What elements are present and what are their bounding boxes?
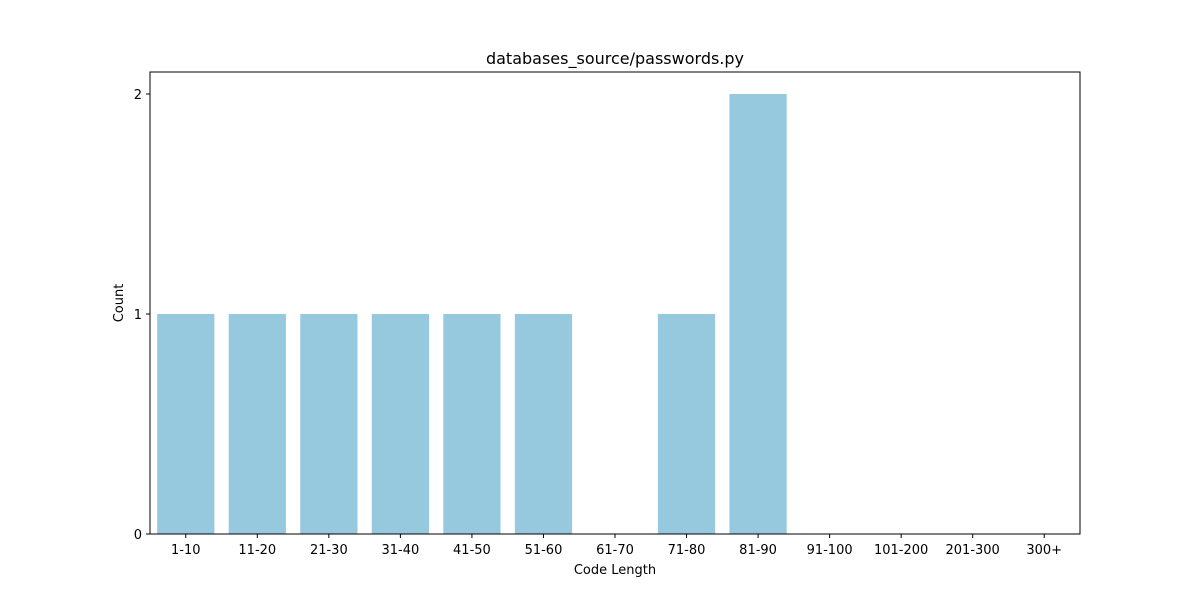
bar-11-20 [228, 314, 286, 534]
x-tick-label: 300+ [1026, 543, 1062, 558]
x-tick-label: 81-90 [739, 543, 777, 558]
x-tick-label: 21-30 [310, 543, 348, 558]
y-axis-label: Count [112, 284, 127, 323]
plot-frame [149, 71, 1081, 535]
bar-81-90 [729, 94, 787, 534]
x-tick-label: 1-10 [171, 543, 201, 558]
x-tick-label: 61-70 [596, 543, 634, 558]
bar-51-60 [514, 314, 573, 534]
x-tick-label: 201-300 [946, 543, 1000, 558]
x-tick-label: 101-200 [874, 543, 928, 558]
bar-31-40 [371, 314, 429, 534]
x-tick-label: 11-20 [238, 543, 276, 558]
x-axis: 1-10 11-20 21-30 31-40 41-50 51-60 61-70 71-80 8… [171, 534, 1062, 558]
y-tick-label: 2 [134, 88, 142, 103]
bar-21-30 [300, 314, 358, 534]
x-tick-label: 51-60 [525, 543, 563, 558]
chart-title: databases_source/passwords.py [486, 49, 744, 69]
bar-1-10 [157, 314, 215, 534]
bars-layer [157, 94, 787, 534]
x-tick-label: 41-50 [453, 543, 491, 558]
y-tick-label: 0 [134, 528, 142, 543]
x-tick-label: 31-40 [381, 543, 419, 558]
y-axis: 0 1 2 [134, 88, 150, 543]
bar-71-80 [657, 314, 716, 534]
x-axis-label: Code Length [574, 563, 656, 578]
bar-41-50 [443, 314, 501, 534]
y-tick-label: 1 [134, 308, 142, 323]
x-tick-label: 91-100 [807, 543, 853, 558]
x-tick-label: 71-80 [668, 543, 706, 558]
